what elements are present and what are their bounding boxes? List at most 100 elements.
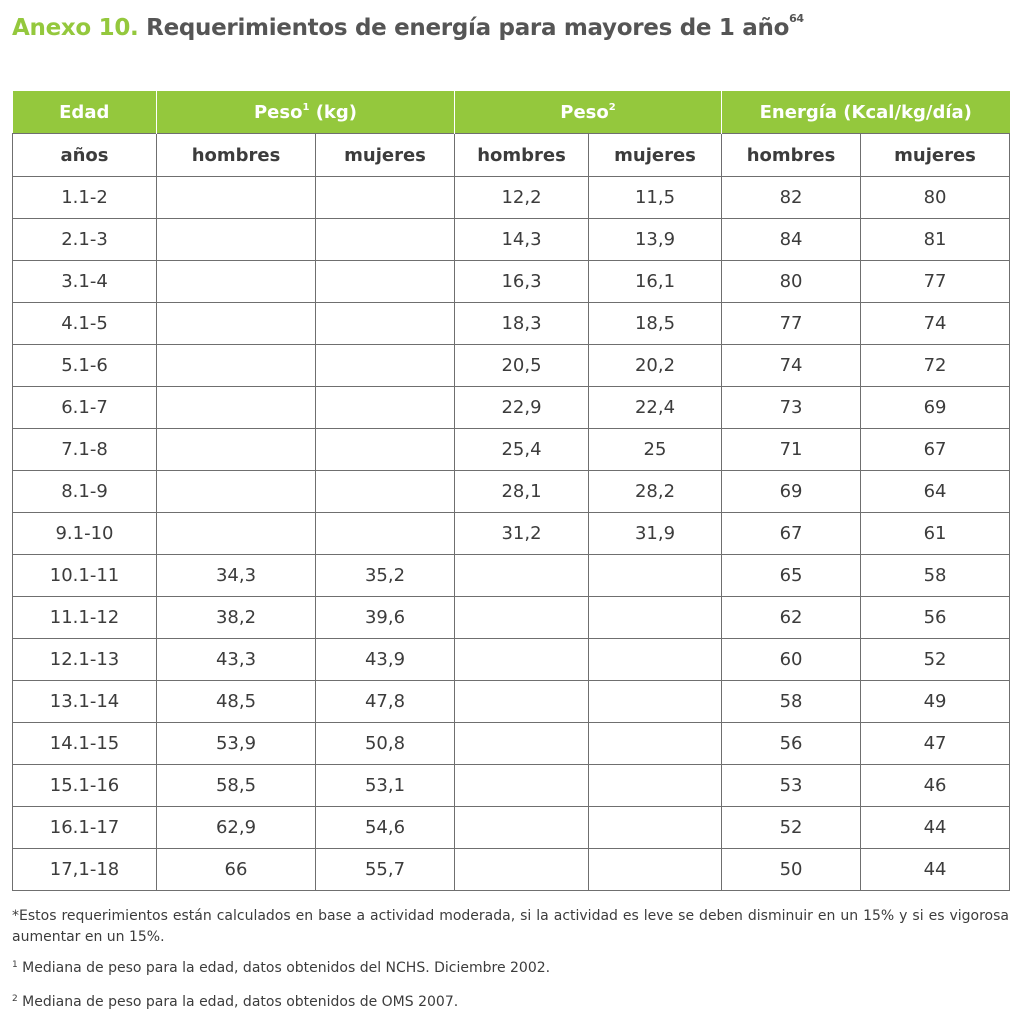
table-row: 16.1-17 62,9 54,6 52 44: [12, 806, 1011, 849]
cell-peso2-hombres: [454, 680, 589, 723]
cell-peso1-hombres: [156, 512, 316, 555]
cell-energia-mujeres: 44: [860, 806, 1011, 849]
cell-age-range: 4.1-5: [12, 302, 157, 345]
cell-peso1-hombres: [156, 344, 316, 387]
cell-energia-hombres: 62: [721, 596, 862, 639]
cell-age-range: 9.1-10: [12, 512, 157, 555]
cell-energia-mujeres: 80: [860, 176, 1011, 219]
cell-energia-hombres: 52: [721, 806, 862, 849]
cell-peso2-mujeres: 18,5: [587, 302, 723, 345]
sub-header-row: años hombres mujeres hombres mujeres hom…: [12, 133, 1011, 177]
cell-peso1-hombres: 38,2: [156, 596, 316, 639]
cell-peso1-hombres: [156, 428, 316, 471]
footnote-1-text: Mediana de peso para la edad, datos obte…: [17, 960, 551, 976]
cell-peso2-mujeres: [587, 638, 723, 681]
cell-energia-hombres: 69: [721, 470, 862, 513]
subheader-energia-mujeres: mujeres: [860, 133, 1011, 177]
cell-energia-hombres: 82: [721, 176, 862, 219]
cell-energia-mujeres: 64: [860, 470, 1011, 513]
subheader-peso2-mujeres: mujeres: [587, 133, 723, 177]
cell-peso2-mujeres: 13,9: [587, 218, 723, 261]
table-row: 6.1-7 22,9 22,4 73 69: [12, 386, 1011, 429]
footnote-1-marker: 1: [12, 960, 18, 970]
cell-energia-hombres: 65: [721, 554, 862, 597]
table-row: 11.1-12 38,2 39,6 62 56: [12, 596, 1011, 639]
cell-age-range: 13.1-14: [12, 680, 157, 723]
cell-age-range: 16.1-17: [12, 806, 157, 849]
cell-peso2-hombres: 28,1: [454, 470, 589, 513]
cell-peso2-hombres: 18,3: [454, 302, 589, 345]
cell-peso2-hombres: [454, 848, 589, 891]
cell-peso2-hombres: [454, 638, 589, 681]
subheader-peso1-mujeres: mujeres: [315, 133, 455, 177]
footnote-2-text: Mediana de peso para la edad, datos obte…: [17, 994, 459, 1010]
cell-energia-mujeres: 72: [860, 344, 1011, 387]
cell-energia-mujeres: 52: [860, 638, 1011, 681]
cell-peso2-hombres: [454, 764, 589, 807]
cell-peso1-hombres: 53,9: [156, 722, 316, 765]
cell-energia-mujeres: 61: [860, 512, 1011, 555]
subheader-energia-hombres: hombres: [721, 133, 862, 177]
header-edad: Edad: [12, 91, 157, 134]
cell-energia-hombres: 53: [721, 764, 862, 807]
header-peso-1: Peso1 (kg): [156, 91, 455, 134]
table-row: 4.1-5 18,3 18,5 77 74: [12, 302, 1011, 345]
cell-peso1-mujeres: [315, 218, 455, 261]
cell-peso1-hombres: [156, 386, 316, 429]
cell-age-range: 12.1-13: [12, 638, 157, 681]
cell-peso2-mujeres: [587, 848, 723, 891]
footnotes: *Estos requerimientos están calculados e…: [12, 906, 1009, 1013]
cell-peso2-mujeres: [587, 764, 723, 807]
header-energia: Energía (Kcal/kg/día): [721, 91, 1010, 134]
table-row: 14.1-15 53,9 50,8 56 47: [12, 722, 1011, 765]
cell-age-range: 6.1-7: [12, 386, 157, 429]
cell-energia-mujeres: 47: [860, 722, 1011, 765]
cell-peso2-hombres: [454, 722, 589, 765]
title-footnote-ref: 64: [789, 12, 804, 25]
cell-energia-mujeres: 49: [860, 680, 1011, 723]
cell-peso1-mujeres: 43,9: [315, 638, 455, 681]
cell-energia-hombres: 67: [721, 512, 862, 555]
cell-age-range: 7.1-8: [12, 428, 157, 471]
cell-peso1-mujeres: 35,2: [315, 554, 455, 597]
footnote-2: 2 Mediana de peso para la edad, datos ob…: [12, 991, 1009, 1013]
cell-age-range: 3.1-4: [12, 260, 157, 303]
cell-peso2-mujeres: [587, 680, 723, 723]
cell-energia-hombres: 60: [721, 638, 862, 681]
cell-peso2-mujeres: [587, 722, 723, 765]
cell-peso1-mujeres: [315, 386, 455, 429]
cell-peso1-mujeres: 53,1: [315, 764, 455, 807]
table-row: 8.1-9 28,1 28,2 69 64: [12, 470, 1011, 513]
cell-peso2-mujeres: 16,1: [587, 260, 723, 303]
cell-peso2-mujeres: [587, 806, 723, 849]
table-row: 12.1-13 43,3 43,9 60 52: [12, 638, 1011, 681]
cell-energia-mujeres: 46: [860, 764, 1011, 807]
cell-peso2-hombres: [454, 806, 589, 849]
cell-peso1-mujeres: [315, 260, 455, 303]
table-body: 1.1-2 12,2 11,5 82 80 2.1-3 14,3 13,9 84 81 3.1-4 1…: [12, 176, 1011, 891]
cell-age-range: 2.1-3: [12, 218, 157, 261]
cell-peso1-hombres: [156, 176, 316, 219]
cell-peso1-mujeres: 55,7: [315, 848, 455, 891]
page-title: Anexo 10. Requerimientos de energía para…: [12, 10, 804, 46]
table-row: 7.1-8 25,4 25 71 67: [12, 428, 1011, 471]
table-row: 9.1-10 31,2 31,9 67 61: [12, 512, 1011, 555]
table-row: 15.1-16 58,5 53,1 53 46: [12, 764, 1011, 807]
cell-peso2-mujeres: 11,5: [587, 176, 723, 219]
header-peso-1-unit: (kg): [309, 101, 358, 123]
cell-energia-mujeres: 74: [860, 302, 1011, 345]
cell-age-range: 5.1-6: [12, 344, 157, 387]
subheader-peso1-hombres: hombres: [156, 133, 316, 177]
cell-peso1-mujeres: [315, 344, 455, 387]
cell-peso1-hombres: [156, 302, 316, 345]
cell-energia-hombres: 50: [721, 848, 862, 891]
cell-peso2-mujeres: 22,4: [587, 386, 723, 429]
cell-peso2-hombres: 25,4: [454, 428, 589, 471]
table-row: 1.1-2 12,2 11,5 82 80: [12, 176, 1011, 219]
cell-energia-mujeres: 67: [860, 428, 1011, 471]
cell-age-range: 8.1-9: [12, 470, 157, 513]
footnote-2-marker: 2: [12, 994, 18, 1004]
cell-peso2-hombres: 22,9: [454, 386, 589, 429]
cell-peso2-hombres: 31,2: [454, 512, 589, 555]
cell-energia-mujeres: 69: [860, 386, 1011, 429]
